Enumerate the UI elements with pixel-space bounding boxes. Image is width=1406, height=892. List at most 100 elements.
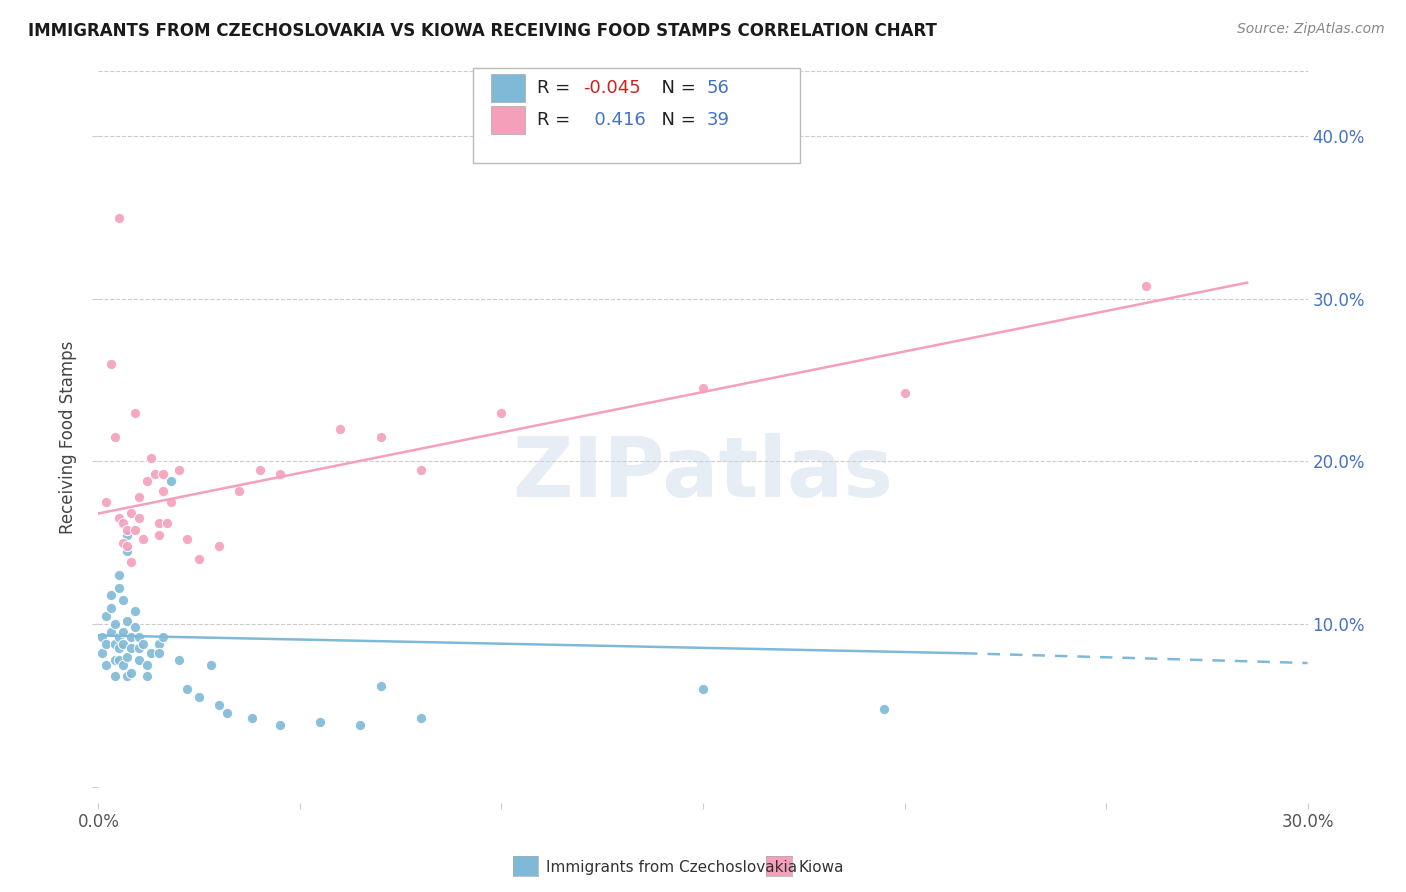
Point bbox=[148, 646, 170, 660]
Point bbox=[491, 406, 513, 420]
Point bbox=[156, 516, 179, 531]
Point bbox=[91, 630, 114, 644]
Point bbox=[120, 641, 142, 656]
Point bbox=[96, 608, 118, 623]
Text: R =: R = bbox=[537, 79, 576, 97]
Point bbox=[139, 646, 162, 660]
Text: Kiowa: Kiowa bbox=[799, 860, 844, 874]
Point bbox=[309, 714, 332, 729]
Point bbox=[115, 539, 138, 553]
Point bbox=[124, 523, 146, 537]
Point bbox=[128, 490, 150, 504]
Point bbox=[100, 357, 122, 371]
Point bbox=[120, 665, 142, 680]
Point bbox=[152, 483, 174, 498]
Point bbox=[692, 681, 714, 696]
Point bbox=[160, 495, 183, 509]
Point bbox=[100, 625, 122, 640]
Point bbox=[188, 690, 211, 705]
Point bbox=[96, 636, 118, 650]
Point bbox=[167, 462, 190, 476]
Point bbox=[148, 516, 170, 531]
Point bbox=[200, 657, 222, 672]
Text: Source: ZipAtlas.com: Source: ZipAtlas.com bbox=[1237, 22, 1385, 37]
Point bbox=[208, 539, 231, 553]
Point bbox=[96, 495, 118, 509]
FancyBboxPatch shape bbox=[474, 68, 800, 163]
Point bbox=[329, 422, 352, 436]
Point bbox=[103, 430, 125, 444]
Text: -0.045: -0.045 bbox=[583, 79, 641, 97]
Y-axis label: Receiving Food Stamps: Receiving Food Stamps bbox=[59, 341, 77, 533]
Bar bbox=[492, 106, 526, 134]
Point bbox=[135, 657, 157, 672]
Bar bbox=[492, 74, 526, 102]
Point bbox=[107, 568, 129, 582]
Point bbox=[692, 381, 714, 395]
Point bbox=[167, 653, 190, 667]
Point bbox=[208, 698, 231, 713]
Point bbox=[111, 636, 134, 650]
Point bbox=[873, 701, 896, 715]
Point bbox=[152, 467, 174, 482]
Point bbox=[107, 653, 129, 667]
Text: N =: N = bbox=[650, 79, 702, 97]
Point bbox=[124, 604, 146, 618]
Text: 0.416: 0.416 bbox=[583, 111, 645, 128]
Point bbox=[139, 451, 162, 466]
Point bbox=[269, 467, 291, 482]
Point bbox=[176, 533, 198, 547]
Point bbox=[128, 641, 150, 656]
Text: Immigrants from Czechoslovakia: Immigrants from Czechoslovakia bbox=[546, 860, 797, 874]
Point bbox=[107, 641, 129, 656]
Point bbox=[107, 581, 129, 595]
Point bbox=[893, 386, 915, 401]
Point bbox=[143, 467, 166, 482]
Point bbox=[111, 657, 134, 672]
Point bbox=[128, 653, 150, 667]
Point bbox=[128, 511, 150, 525]
Point bbox=[409, 711, 432, 725]
Text: R =: R = bbox=[537, 111, 576, 128]
Point bbox=[91, 646, 114, 660]
Point bbox=[135, 474, 157, 488]
Point bbox=[115, 527, 138, 541]
Text: N =: N = bbox=[650, 111, 702, 128]
Point bbox=[107, 630, 129, 644]
Point bbox=[103, 653, 125, 667]
Point bbox=[96, 657, 118, 672]
Point bbox=[349, 718, 371, 732]
Point bbox=[124, 620, 146, 634]
Point bbox=[148, 527, 170, 541]
Point bbox=[124, 406, 146, 420]
Point bbox=[115, 649, 138, 664]
Point bbox=[100, 588, 122, 602]
Point bbox=[103, 669, 125, 683]
Point bbox=[249, 462, 271, 476]
Point bbox=[107, 211, 129, 225]
Point bbox=[370, 430, 392, 444]
Point bbox=[132, 533, 155, 547]
Point bbox=[176, 681, 198, 696]
Point bbox=[152, 630, 174, 644]
Point bbox=[148, 636, 170, 650]
Point bbox=[100, 600, 122, 615]
Point bbox=[217, 706, 239, 721]
Point bbox=[115, 669, 138, 683]
Point bbox=[240, 711, 263, 725]
Point bbox=[120, 507, 142, 521]
Text: ZIPatlas: ZIPatlas bbox=[513, 434, 893, 514]
Point bbox=[120, 630, 142, 644]
Text: 39: 39 bbox=[707, 111, 730, 128]
Point bbox=[128, 630, 150, 644]
Point bbox=[115, 523, 138, 537]
Point bbox=[269, 718, 291, 732]
Point bbox=[370, 679, 392, 693]
Point bbox=[111, 592, 134, 607]
Point bbox=[103, 617, 125, 632]
Point bbox=[188, 552, 211, 566]
Point bbox=[409, 462, 432, 476]
Point bbox=[135, 669, 157, 683]
Text: 56: 56 bbox=[707, 79, 730, 97]
Point bbox=[1135, 279, 1157, 293]
